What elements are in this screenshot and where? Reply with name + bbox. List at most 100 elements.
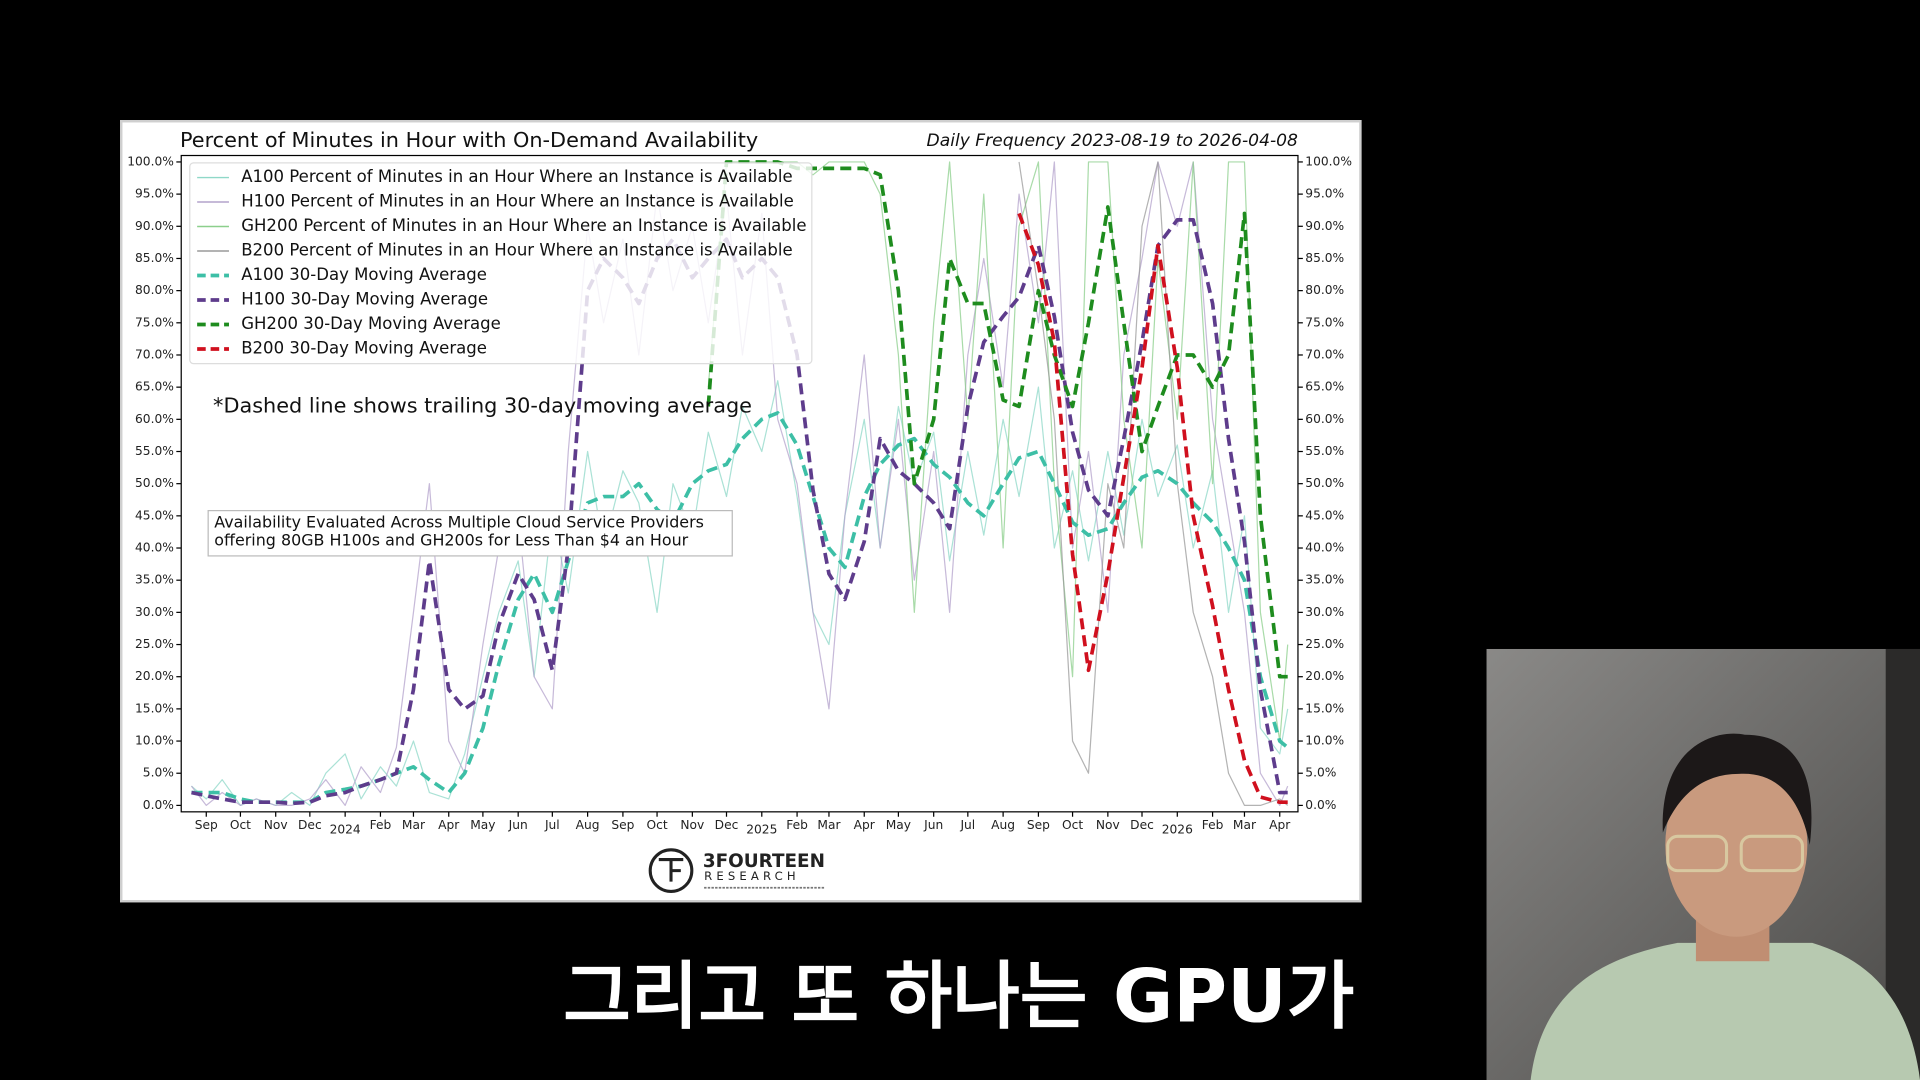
y2-tick-label: 60.0%	[1305, 412, 1344, 426]
y2-tick-label: 65.0%	[1305, 380, 1344, 394]
y-tick-label: 10.0%	[135, 734, 174, 748]
y2-tick-label: 80.0%	[1305, 283, 1344, 297]
x-tick-label: Dec	[298, 818, 322, 832]
legend-label: H100 Percent of Minutes in an Hour Where…	[241, 192, 794, 211]
y-tick-label: 80.0%	[135, 283, 174, 297]
x-tick-label: Sep	[611, 818, 634, 832]
axes: 0.0% 0.0% 5.0% 5.0% 10.0% 10.0% 15.0% 15.0% 20.0…	[127, 154, 1352, 836]
y2-tick-label: 75.0%	[1305, 315, 1344, 329]
y2-tick-label: 20.0%	[1305, 669, 1344, 683]
moving-average-line	[191, 411, 1289, 805]
moving-average-line	[1017, 212, 1288, 805]
x-tick-label: Jul	[544, 818, 560, 832]
note-line: Availability Evaluated Across Multiple C…	[214, 512, 704, 531]
y-tick-label: 0.0%	[143, 798, 174, 812]
x-tick-label: May	[886, 818, 911, 832]
y2-tick-label: 50.0%	[1305, 476, 1344, 490]
legend-label: GH200 Percent of Minutes in an Hour Wher…	[241, 216, 806, 235]
logo-glyph	[658, 858, 684, 882]
legend-box	[189, 162, 813, 365]
x-tick-label: Sep	[195, 818, 218, 832]
y-tick-label: 25.0%	[135, 637, 174, 651]
person-face	[1665, 753, 1808, 937]
x-tick-label: Feb	[1202, 818, 1224, 832]
y-tick-label: 20.0%	[135, 669, 174, 683]
x-tick-label: Dec	[715, 818, 739, 832]
x-tick-label: Apr	[438, 818, 460, 832]
y2-tick-label: 0.0%	[1305, 798, 1336, 812]
x-tick-label: Nov	[1096, 818, 1120, 832]
y-tick-label: 5.0%	[143, 766, 174, 780]
y2-tick-label: 5.0%	[1305, 766, 1336, 780]
x-tick-label: 2025	[746, 823, 777, 837]
x-tick-label: 2024	[330, 823, 361, 837]
x-tick-label: Apr	[854, 818, 876, 832]
x-tick-label: Sep	[1027, 818, 1050, 832]
legend-label: A100 30-Day Moving Average	[241, 265, 487, 284]
y2-tick-label: 100.0%	[1305, 154, 1352, 168]
x-tick-label: Nov	[680, 818, 704, 832]
person-shirt	[1530, 942, 1920, 1080]
y-tick-label: 30.0%	[135, 605, 174, 619]
legend-label: A100 Percent of Minutes in an Hour Where…	[241, 167, 792, 186]
x-tick-label: Feb	[370, 818, 392, 832]
x-tick-label: Nov	[264, 818, 288, 832]
logo-mark	[648, 848, 694, 893]
y2-tick-label: 15.0%	[1305, 701, 1344, 715]
y-tick-label: 50.0%	[135, 476, 174, 490]
y2-tick-label: 90.0%	[1305, 219, 1344, 233]
x-tick-label: Apr	[1269, 818, 1291, 832]
note-line: offering 80GB H100s and GH200s for Less …	[214, 531, 688, 550]
person-hair	[1662, 733, 1812, 845]
x-tick-label: Oct	[230, 818, 251, 832]
x-tick-label: Oct	[646, 818, 667, 832]
y2-tick-label: 40.0%	[1305, 541, 1344, 555]
legend-label: H100 30-Day Moving Average	[241, 290, 488, 309]
y2-tick-label: 95.0%	[1305, 187, 1344, 201]
logo-sub: RESEARCH	[704, 869, 800, 883]
y-tick-label: 35.0%	[135, 573, 174, 587]
legend-label: B200 Percent of Minutes in an Hour Where…	[241, 241, 792, 260]
x-tick-label: Mar	[402, 818, 426, 832]
y2-tick-label: 35.0%	[1305, 573, 1344, 587]
x-tick-label: Mar	[1233, 818, 1257, 832]
y2-tick-label: 10.0%	[1305, 734, 1344, 748]
person-glasses	[1739, 834, 1804, 873]
logo-name: 3FOURTEEN	[703, 851, 825, 872]
y-tick-label: 85.0%	[135, 251, 174, 265]
caption: 그리고 또 하나는 GPU가	[563, 955, 1354, 1040]
note-box	[207, 510, 733, 557]
y2-tick-label: 70.0%	[1305, 347, 1344, 361]
y-tick-label: 60.0%	[135, 412, 174, 426]
x-tick-label: Mar	[817, 818, 841, 832]
plot-frame	[180, 154, 1299, 813]
x-tick-label: Jun	[923, 818, 943, 832]
annotation: *Dashed line shows trailing 30-day movin…	[213, 394, 752, 418]
x-tick-label: Aug	[991, 818, 1015, 832]
y-tick-label: 90.0%	[135, 219, 174, 233]
x-tick-label: Feb	[786, 818, 808, 832]
x-tick-label: May	[470, 818, 495, 832]
x-tick-label: Oct	[1062, 818, 1083, 832]
y-tick-label: 100.0%	[127, 154, 174, 168]
logo: 3FOURTEEN RESEARCH	[648, 848, 825, 893]
raw-line	[191, 380, 1289, 807]
y2-tick-label: 55.0%	[1305, 444, 1344, 458]
y2-tick-label: 45.0%	[1305, 508, 1344, 522]
x-tick-label: Jul	[959, 818, 975, 832]
x-tick-label: 2026	[1162, 823, 1193, 837]
y-tick-label: 75.0%	[135, 315, 174, 329]
y-tick-label: 95.0%	[135, 187, 174, 201]
legend-label: GH200 30-Day Moving Average	[241, 314, 501, 333]
y-tick-label: 70.0%	[135, 347, 174, 361]
y-tick-label: 15.0%	[135, 701, 174, 715]
legend-label: B200 30-Day Moving Average	[241, 338, 487, 357]
legend: A100 Percent of Minutes in an Hour Where…	[189, 162, 813, 365]
y2-tick-label: 25.0%	[1305, 637, 1344, 651]
person-glasses	[1666, 834, 1729, 873]
y-tick-label: 45.0%	[135, 508, 174, 522]
chart-subtitle: Daily Frequency 2023-08-19 to 2026-04-08	[927, 131, 1299, 151]
